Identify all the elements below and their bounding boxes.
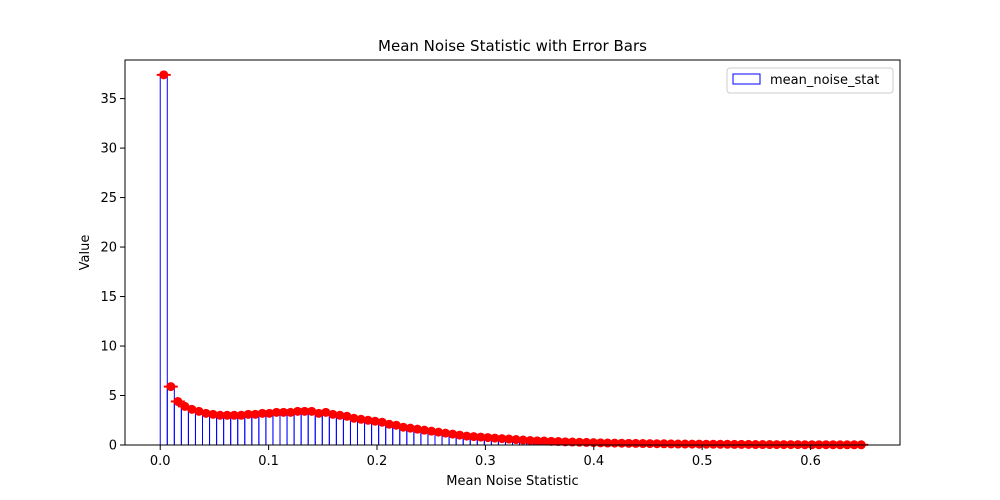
data-point	[574, 437, 584, 447]
data-point	[729, 439, 739, 449]
data-point	[490, 433, 500, 443]
data-point	[715, 439, 725, 449]
x-tick-label: 0.0	[150, 454, 171, 469]
x-tick-label: 0.3	[475, 454, 496, 469]
data-point	[201, 408, 211, 418]
data-point	[518, 435, 528, 445]
data-point	[694, 439, 704, 449]
data-point	[645, 439, 655, 449]
data-point	[448, 429, 458, 439]
y-tick-label: 25	[100, 191, 117, 206]
data-point	[208, 409, 218, 419]
y-tick-label: 0	[109, 439, 117, 454]
data-point	[370, 416, 380, 426]
data-point	[405, 423, 415, 433]
data-point	[673, 439, 683, 449]
data-point	[638, 439, 648, 449]
x-tick-label: 0.6	[800, 454, 821, 469]
x-axis-label: Mean Noise Statistic	[446, 474, 578, 489]
y-tick-label: 5	[109, 389, 117, 404]
data-point	[511, 435, 521, 445]
data-point	[419, 425, 429, 435]
data-point	[173, 396, 183, 406]
data-point	[560, 437, 570, 447]
y-axis: 0 5 10 15 20 25 30 35	[100, 92, 125, 454]
data-point	[469, 432, 479, 442]
data-point	[525, 436, 535, 446]
markers-layer	[156, 70, 869, 450]
data-point	[680, 439, 690, 449]
data-point	[257, 408, 267, 418]
legend-box	[726, 67, 894, 94]
y-tick-label: 20	[100, 241, 117, 256]
x-tick-label: 0.1	[258, 454, 279, 469]
data-point	[722, 439, 732, 449]
data-point	[236, 410, 246, 420]
data-point	[483, 433, 493, 443]
x-tick-label: 0.4	[583, 454, 604, 469]
legend-swatch	[732, 73, 761, 85]
plot-frame	[124, 59, 901, 446]
data-point	[532, 436, 542, 446]
legend: mean_noise_stat	[726, 67, 894, 94]
y-tick-label: 15	[100, 290, 117, 305]
x-tick-label: 0.2	[367, 454, 388, 469]
data-point	[264, 408, 274, 418]
data-point	[553, 437, 563, 447]
y-tick-label: 35	[100, 92, 117, 107]
data-point	[335, 410, 345, 420]
data-point	[426, 426, 436, 436]
x-tick-label: 0.5	[692, 454, 713, 469]
data-point	[384, 419, 394, 429]
data-point	[434, 427, 444, 437]
data-point	[744, 439, 754, 449]
data-point	[567, 437, 577, 447]
data-point	[159, 70, 169, 80]
x-axis: 0.0 0.1 0.2 0.3 0.4 0.5 0.6	[150, 445, 821, 469]
data-point	[631, 438, 641, 448]
data-point	[271, 407, 281, 417]
data-point	[293, 406, 303, 416]
data-point	[279, 407, 289, 417]
data-point	[701, 439, 711, 449]
data-point	[349, 413, 359, 423]
data-point	[441, 428, 451, 438]
data-point	[504, 434, 514, 444]
data-point	[363, 415, 373, 425]
data-point	[300, 406, 310, 416]
data-point	[546, 436, 556, 446]
data-point	[687, 439, 697, 449]
data-point	[314, 408, 324, 418]
data-point	[476, 432, 486, 442]
data-point	[539, 436, 549, 446]
data-point	[222, 410, 232, 420]
legend-entry-mean-noise-stat: mean_noise_stat	[770, 73, 879, 88]
data-point	[286, 407, 296, 417]
data-point	[166, 382, 176, 392]
data-point	[398, 422, 408, 432]
data-point	[356, 414, 366, 424]
data-point	[229, 410, 239, 420]
y-tick-label: 10	[100, 340, 117, 355]
data-point	[497, 434, 507, 444]
data-point	[243, 409, 253, 419]
data-point	[624, 438, 634, 448]
data-point	[462, 431, 472, 441]
data-point	[736, 439, 746, 449]
data-point	[666, 439, 676, 449]
data-point	[455, 430, 465, 440]
y-axis-label: Value	[78, 235, 93, 271]
data-point	[250, 409, 260, 419]
data-point	[215, 410, 225, 420]
chart-title: Mean Noise Statistic with Error Bars	[378, 37, 647, 55]
data-point	[328, 409, 338, 419]
y-tick-label: 30	[100, 142, 117, 157]
data-point	[708, 439, 718, 449]
data-point	[659, 439, 669, 449]
data-point	[412, 424, 422, 434]
data-point	[652, 439, 662, 449]
